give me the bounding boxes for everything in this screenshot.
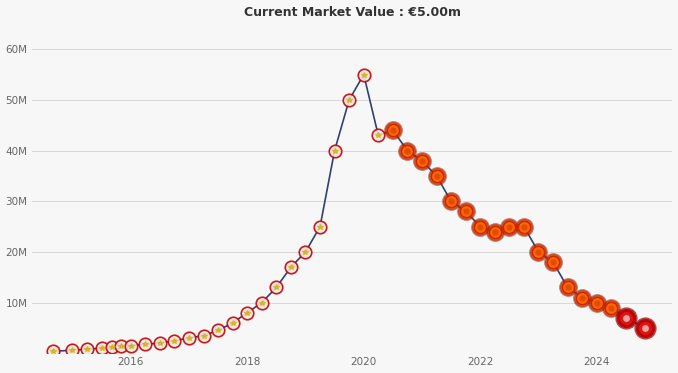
Title: Current Market Value : €5.00m: Current Market Value : €5.00m — [243, 6, 460, 19]
